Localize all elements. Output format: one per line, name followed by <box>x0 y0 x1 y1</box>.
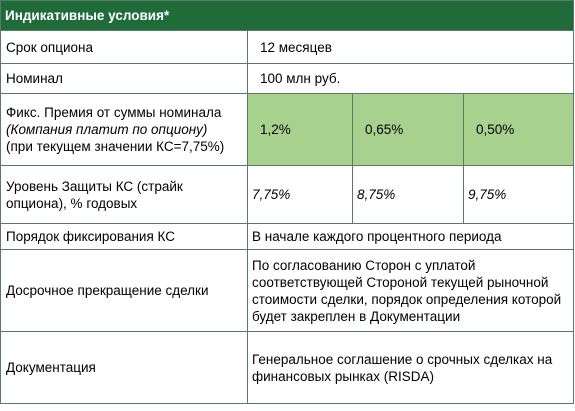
premium-value-1: 1,2% <box>247 93 353 166</box>
table-row-early-termination: Досрочное прекращение сделки По согласов… <box>0 249 575 332</box>
protection-value-1: 7,75% <box>247 165 353 224</box>
nominal-label: Номинал <box>0 63 248 94</box>
table-row-documentation: Документация Генеральное соглашение о ср… <box>0 331 575 404</box>
table-row-fixing: Порядок фиксирования КС В начале каждого… <box>0 223 575 250</box>
premium-value-2: 0,65% <box>352 93 464 166</box>
table-row-protection: Уровень Защиты КС (страйк опциона), % го… <box>0 165 575 224</box>
premium-label: Фикс. Премия от суммы номинала (Компания… <box>0 93 248 166</box>
premium-label-line1: Фикс. Премия от суммы номинала <box>6 105 222 120</box>
protection-value-2: 8,75% <box>352 165 464 224</box>
term-label: Срок опциона <box>0 30 248 64</box>
table-row-nominal: Номинал 100 млн руб. <box>0 63 575 94</box>
nominal-value: 100 млн руб. <box>246 63 575 94</box>
premium-value-3: 0,50% <box>462 93 575 166</box>
early-termination-value: По согласованию Сторон с уплатой соответ… <box>246 249 575 332</box>
documentation-label: Документация <box>0 331 248 404</box>
premium-label-line2: (Компания платит по опциону) <box>6 122 208 137</box>
documentation-value: Генеральное соглашение о срочных сделках… <box>246 331 575 404</box>
table-row-term: Срок опциона 12 месяцев <box>0 30 575 64</box>
fixing-value: В начале каждого процентного периода <box>246 223 575 250</box>
protection-label: Уровень Защиты КС (страйк опциона), % го… <box>0 165 248 224</box>
table-row-premium: Фикс. Премия от суммы номинала (Компания… <box>0 93 575 166</box>
table-header-row: Индикативные условия* <box>0 0 575 31</box>
early-termination-label: Досрочное прекращение сделки <box>0 249 248 332</box>
fixing-label: Порядок фиксирования КС <box>0 223 248 250</box>
table-title: Индикативные условия* <box>0 0 575 31</box>
term-value: 12 месяцев <box>246 30 575 64</box>
premium-label-line3: (при текущем значении КС=7,75%) <box>6 139 225 154</box>
protection-value-3: 9,75% <box>462 165 575 224</box>
